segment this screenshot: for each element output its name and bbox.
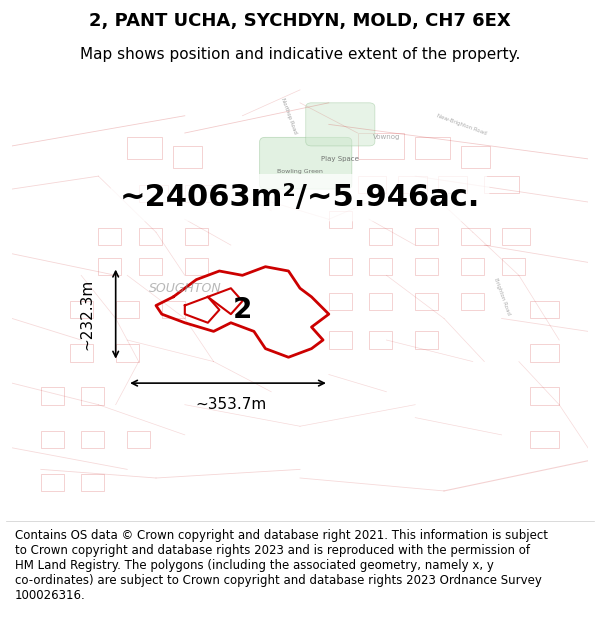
Bar [139, 258, 162, 276]
Bar [358, 133, 404, 159]
Bar [70, 301, 92, 319]
Bar [461, 292, 484, 310]
Bar [81, 431, 104, 447]
Text: 2, PANT UCHA, SYCHDYN, MOLD, CH7 6EX: 2, PANT UCHA, SYCHDYN, MOLD, CH7 6EX [89, 12, 511, 30]
Text: ~24063m²/~5.946ac.: ~24063m²/~5.946ac. [120, 183, 480, 213]
Bar [41, 474, 64, 491]
Bar [415, 331, 438, 349]
Bar [398, 176, 427, 193]
Bar [415, 138, 450, 159]
Bar [98, 228, 121, 245]
Bar [185, 228, 208, 245]
Bar [127, 431, 150, 447]
Bar [116, 344, 139, 361]
FancyBboxPatch shape [260, 138, 352, 189]
Bar [369, 292, 392, 310]
Text: Brighton Road: Brighton Road [493, 278, 511, 316]
Bar [173, 146, 202, 168]
Text: Northop Road: Northop Road [280, 97, 298, 134]
FancyBboxPatch shape [306, 103, 375, 146]
Bar [502, 258, 524, 276]
Text: ~353.7m: ~353.7m [195, 398, 266, 412]
Bar [369, 228, 392, 245]
Bar [329, 258, 352, 276]
Bar [41, 388, 64, 405]
Text: New-Brighton Road: New-Brighton Road [436, 113, 487, 136]
Text: Play Space: Play Space [322, 156, 359, 162]
Bar [41, 431, 64, 447]
Text: Vownog: Vownog [373, 134, 400, 141]
Bar [438, 176, 467, 193]
Bar [329, 331, 352, 349]
Text: SOUGHTON: SOUGHTON [148, 282, 221, 295]
Bar [415, 228, 438, 245]
Bar [116, 301, 139, 319]
Text: Contains OS data © Crown copyright and database right 2021. This information is : Contains OS data © Crown copyright and d… [15, 529, 548, 602]
Bar [329, 292, 352, 310]
Bar [461, 146, 490, 168]
Bar [81, 388, 104, 405]
Bar [358, 176, 386, 193]
Bar [139, 185, 167, 202]
Bar [127, 138, 162, 159]
Text: Map shows position and indicative extent of the property.: Map shows position and indicative extent… [80, 46, 520, 61]
Bar [461, 258, 484, 276]
Bar [415, 258, 438, 276]
Bar [162, 301, 185, 319]
Text: 2: 2 [233, 296, 252, 324]
Bar [185, 185, 214, 202]
Bar [329, 211, 352, 228]
Bar [70, 344, 92, 361]
Bar [185, 258, 208, 276]
Bar [502, 228, 530, 245]
Text: ~232.3m: ~232.3m [79, 279, 94, 350]
Bar [369, 258, 392, 276]
Bar [415, 292, 438, 310]
Bar [530, 344, 559, 361]
Bar [98, 258, 121, 276]
Bar [530, 388, 559, 405]
Bar [530, 301, 559, 319]
Bar [530, 431, 559, 447]
Bar [461, 228, 490, 245]
Bar [81, 474, 104, 491]
Bar [139, 228, 162, 245]
Bar [369, 331, 392, 349]
Bar [484, 176, 519, 193]
Text: Bowling Green: Bowling Green [277, 169, 323, 174]
